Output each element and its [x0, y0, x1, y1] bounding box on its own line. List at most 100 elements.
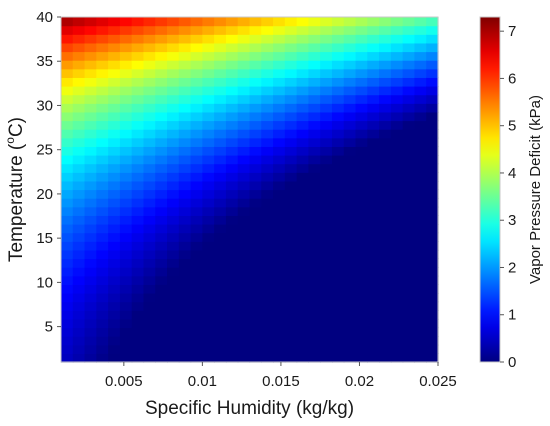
- heatmap-cell: [426, 232, 439, 242]
- heatmap-cell: [414, 301, 427, 311]
- heatmap-cell: [72, 353, 86, 363]
- heatmap-cell: [119, 267, 133, 277]
- heatmap-cell: [261, 293, 274, 303]
- heatmap-cell: [108, 258, 121, 268]
- heatmap-cell: [155, 25, 168, 35]
- heatmap-cell: [108, 232, 121, 242]
- heatmap-cell: [331, 224, 345, 234]
- heatmap-cell: [414, 60, 427, 70]
- heatmap-cell: [426, 318, 439, 329]
- heatmap-cell: [355, 163, 368, 173]
- heatmap-cell: [190, 275, 203, 285]
- heatmap-cell: [331, 180, 345, 191]
- heatmap-cell: [237, 275, 251, 285]
- heatmap-cell: [249, 232, 262, 242]
- heatmap-cell: [308, 206, 321, 216]
- heatmap-cell: [273, 25, 286, 35]
- heatmap-cell: [225, 189, 239, 199]
- heatmap-cell: [390, 86, 404, 96]
- heatmap-cell: [284, 318, 298, 329]
- heatmap-cell: [108, 353, 121, 363]
- heatmap-cell: [119, 249, 133, 260]
- heatmap-cell: [202, 353, 215, 363]
- heatmap-cell: [61, 146, 74, 156]
- heatmap-cell: [202, 189, 215, 199]
- heatmap-cell: [261, 232, 274, 242]
- heatmap-cell: [202, 258, 215, 268]
- heatmap-cell: [237, 267, 251, 277]
- heatmap-cell: [167, 301, 180, 311]
- heatmap-cell: [96, 336, 109, 346]
- heatmap-cell: [61, 94, 74, 104]
- heatmap-cell: [320, 310, 333, 320]
- heatmap-cell: [249, 180, 262, 191]
- heatmap-cell: [119, 163, 133, 173]
- heatmap-cell: [426, 86, 439, 96]
- heatmap-cell: [108, 120, 121, 130]
- heatmap-cell: [131, 301, 145, 311]
- heatmap-cell: [108, 310, 121, 320]
- heatmap-cell: [355, 86, 368, 96]
- heatmap-cell: [426, 129, 439, 139]
- heatmap-cell: [320, 224, 333, 234]
- heatmap-cell: [178, 318, 192, 329]
- heatmap-cell: [178, 51, 192, 61]
- heatmap-cell: [320, 353, 333, 363]
- heatmap-cell: [296, 267, 310, 277]
- heatmap-cell: [249, 103, 262, 113]
- heatmap-cell: [273, 284, 286, 294]
- heatmap-cell: [296, 224, 310, 234]
- heatmap-cell: [261, 215, 274, 225]
- heatmap-cell: [72, 310, 86, 320]
- heatmap-cell: [214, 34, 227, 44]
- heatmap-cell: [426, 336, 439, 346]
- heatmap-cell: [331, 51, 345, 61]
- heatmap-cell: [249, 336, 262, 346]
- heatmap-cell: [96, 68, 109, 78]
- heatmap-cell: [84, 163, 97, 173]
- heatmap-cell: [96, 34, 109, 44]
- heatmap-cell: [178, 86, 192, 96]
- heatmap-cell: [72, 163, 86, 173]
- heatmap-cell: [202, 293, 215, 303]
- heatmap-cell: [261, 94, 274, 104]
- heatmap-cell: [414, 327, 427, 337]
- heatmap-cell: [296, 77, 310, 87]
- heatmap-cell: [225, 68, 239, 78]
- heatmap-cell: [390, 249, 404, 260]
- colorbar-tick-label: 1: [508, 307, 516, 324]
- heatmap-cell: [320, 241, 333, 251]
- heatmap-cell: [237, 189, 251, 199]
- heatmap-cell: [426, 275, 439, 285]
- heatmap-cell: [61, 163, 74, 173]
- heatmap-cell: [131, 42, 145, 53]
- heatmap-cell: [202, 34, 215, 44]
- heatmap-cell: [284, 42, 298, 53]
- heatmap-cell: [131, 224, 145, 234]
- heatmap-cell: [426, 146, 439, 156]
- heatmap-cell: [343, 111, 357, 122]
- heatmap-cell: [249, 293, 262, 303]
- heatmap-cell: [237, 258, 251, 268]
- heatmap-cell: [167, 232, 180, 242]
- heatmap-cell: [225, 172, 239, 182]
- heatmap-cell: [178, 163, 192, 173]
- heatmap-cell: [414, 206, 427, 216]
- heatmap-cell: [249, 284, 262, 294]
- colorbar-tick-label: 0: [508, 354, 516, 371]
- heatmap-cell: [155, 310, 168, 320]
- heatmap-cell: [202, 146, 215, 156]
- heatmap-cell: [96, 172, 109, 182]
- heatmap-cell: [178, 77, 192, 87]
- heatmap-cell: [414, 68, 427, 78]
- heatmap-cell: [131, 241, 145, 251]
- heatmap-cell: [72, 86, 86, 96]
- heatmap-cell: [249, 275, 262, 285]
- heatmap-cell: [390, 155, 404, 165]
- heatmap-cell: [402, 120, 416, 130]
- heatmap-cell: [96, 198, 109, 208]
- heatmap-cell: [178, 258, 192, 268]
- heatmap-cell: [355, 120, 368, 130]
- heatmap-cell: [390, 267, 404, 277]
- heatmap-cell: [284, 267, 298, 277]
